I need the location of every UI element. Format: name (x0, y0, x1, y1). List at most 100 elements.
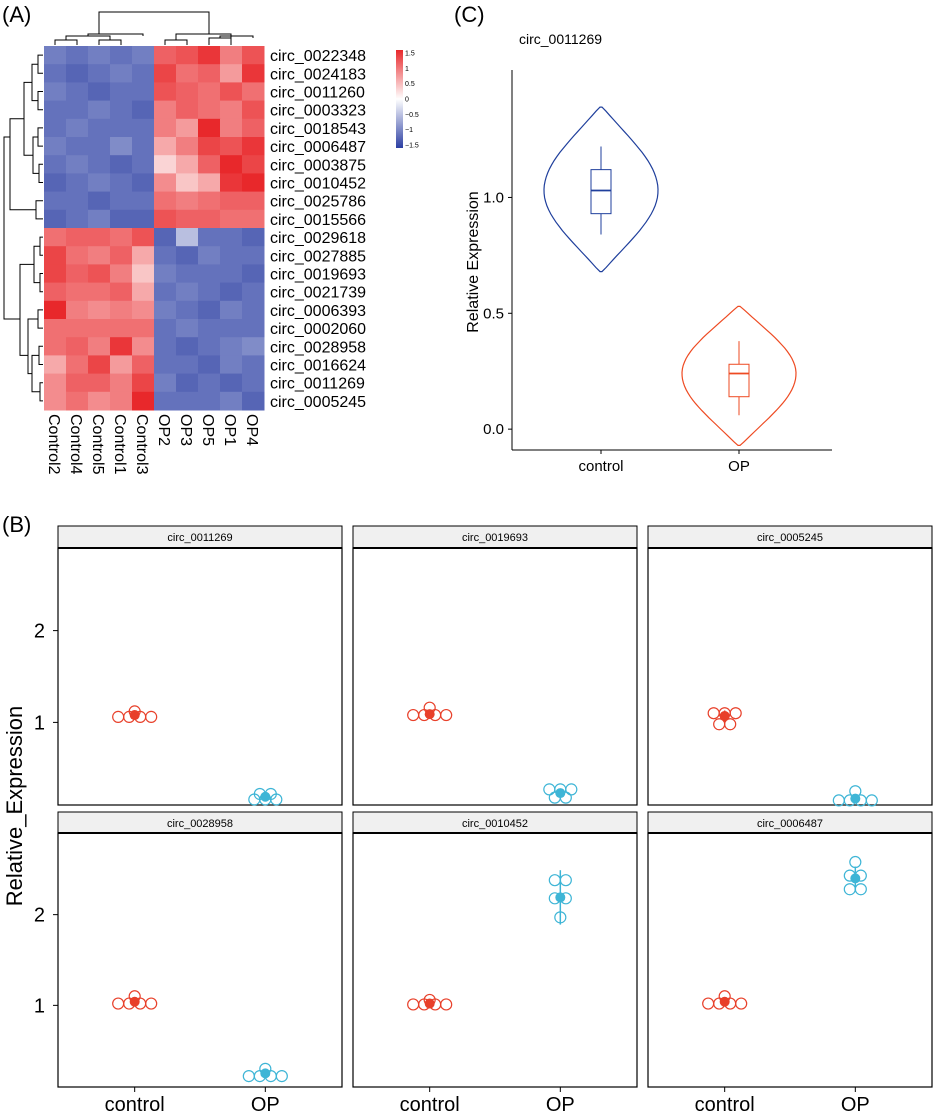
heatmap-cell (44, 264, 67, 284)
data-point (832, 794, 845, 807)
heatmap-cell (44, 100, 67, 120)
heatmap-cell (220, 337, 243, 356)
heatmap-cell (44, 246, 67, 265)
heatmap-cell (176, 155, 199, 174)
heatmap-cell (220, 319, 243, 338)
heatmap-cell (44, 337, 67, 356)
column-label: Control5 (89, 414, 106, 475)
row-label: circ_0027885 (270, 248, 366, 265)
heatmap-cell (154, 355, 177, 375)
data-point (559, 874, 572, 887)
heatmap-cell (242, 264, 265, 284)
heatmap-cell (132, 155, 155, 174)
mean-point (555, 788, 566, 799)
heatmap-cell (220, 191, 243, 211)
heatmap-cell (154, 300, 177, 320)
data-point (145, 997, 158, 1010)
heatmap-cell (176, 64, 199, 83)
data-point (440, 998, 453, 1011)
heatmap-cell (242, 373, 265, 393)
row-label: circ_0010452 (270, 176, 366, 193)
heatmap-cell (242, 246, 265, 265)
data-point (843, 883, 856, 896)
data-point (729, 707, 742, 720)
heatmap-cell (242, 355, 265, 375)
violin-x-tick-label: OP (728, 458, 750, 475)
heatmap-cell (110, 391, 133, 411)
heatmap-cell (198, 264, 221, 284)
heatmap-cell (66, 300, 89, 320)
column-label: Control2 (45, 414, 62, 475)
heatmap-cell (198, 355, 221, 375)
facet-panel: circ_0011269 1 2 circ_0019693 circ_0005245ci… (2, 525, 933, 1112)
facet-title: circ_0005245 (757, 532, 823, 544)
data-point (112, 710, 125, 723)
row-label: circ_0006393 (270, 303, 366, 320)
heatmap-cell (154, 155, 177, 174)
data-point (407, 998, 420, 1011)
heatmap-cell (242, 64, 265, 83)
column-label: Control3 (133, 414, 150, 475)
facet-plot-frame (647, 547, 933, 806)
heatmap-cell (66, 46, 89, 65)
violin-y-tick-label: 0.0 (483, 421, 504, 438)
heatmap-cell (110, 191, 133, 211)
legend-tick-label: −1.5 (405, 143, 419, 150)
row-label: circ_0015566 (270, 212, 366, 229)
heatmap-cell (132, 391, 155, 411)
heatmap-cell (110, 337, 133, 356)
heatmap-cell (220, 300, 243, 320)
column-dendrogram-root (98, 11, 210, 34)
row-label: circ_0018543 (270, 121, 366, 138)
heatmap-cell (66, 319, 89, 338)
heatmap-cell (132, 300, 155, 320)
heatmap-cell (88, 264, 111, 284)
data-point (724, 718, 737, 731)
heatmap-cell (198, 300, 221, 320)
heatmap-cell (242, 391, 265, 411)
heatmap-cell (242, 100, 265, 120)
column-dendrogram-branch (98, 39, 122, 45)
data-point (565, 783, 578, 796)
heatmap-cell (132, 246, 155, 265)
heatmap-cell (242, 46, 265, 65)
heatmap-cell (176, 300, 199, 320)
row-dendrogram-branch (9, 118, 36, 211)
heatmap-cell (88, 209, 111, 229)
heatmap-cell (44, 355, 67, 375)
facet-y-axis-title: Relative_Expression (2, 706, 27, 907)
data-point (145, 710, 158, 723)
heatmap-cell (66, 264, 89, 284)
heatmap-cell (176, 100, 199, 120)
column-label: Control4 (67, 414, 84, 475)
heatmap-cell (176, 46, 199, 65)
heatmap-cell (88, 100, 111, 120)
row-label: circ_0003323 (270, 103, 366, 120)
heatmap-cell (220, 64, 243, 83)
heatmap-cell (44, 319, 67, 338)
data-point (735, 997, 748, 1010)
heatmap-cell (154, 46, 177, 65)
violin-y-tick-label: 0.5 (483, 305, 504, 322)
heatmap-cell (198, 391, 221, 411)
column-dendrogram-branch (175, 33, 232, 40)
row-dendrogram-branch (19, 263, 34, 356)
facet-title: circ_0011269 (167, 532, 232, 544)
row-label: circ_0022348 (270, 48, 366, 65)
heatmap-cell (66, 391, 89, 411)
facet-x-tick-label: OP (841, 1094, 870, 1112)
row-dendrogram-branch (37, 309, 43, 329)
heatmap-cell (176, 282, 199, 302)
violin-y-axis-title: Relative Expression (465, 191, 482, 332)
heatmap-cell (176, 246, 199, 265)
mean-point (719, 996, 730, 1007)
row-label: circ_0021739 (270, 285, 366, 302)
heatmap-cell (110, 82, 133, 102)
heatmap-cell (44, 209, 67, 229)
mean-point (850, 873, 861, 884)
column-dendrogram-branch (87, 33, 144, 36)
heatmap-cell (154, 209, 177, 229)
heatmap-cell (88, 118, 111, 138)
heatmap-cell (154, 391, 177, 411)
heatmap-cell (198, 100, 221, 120)
